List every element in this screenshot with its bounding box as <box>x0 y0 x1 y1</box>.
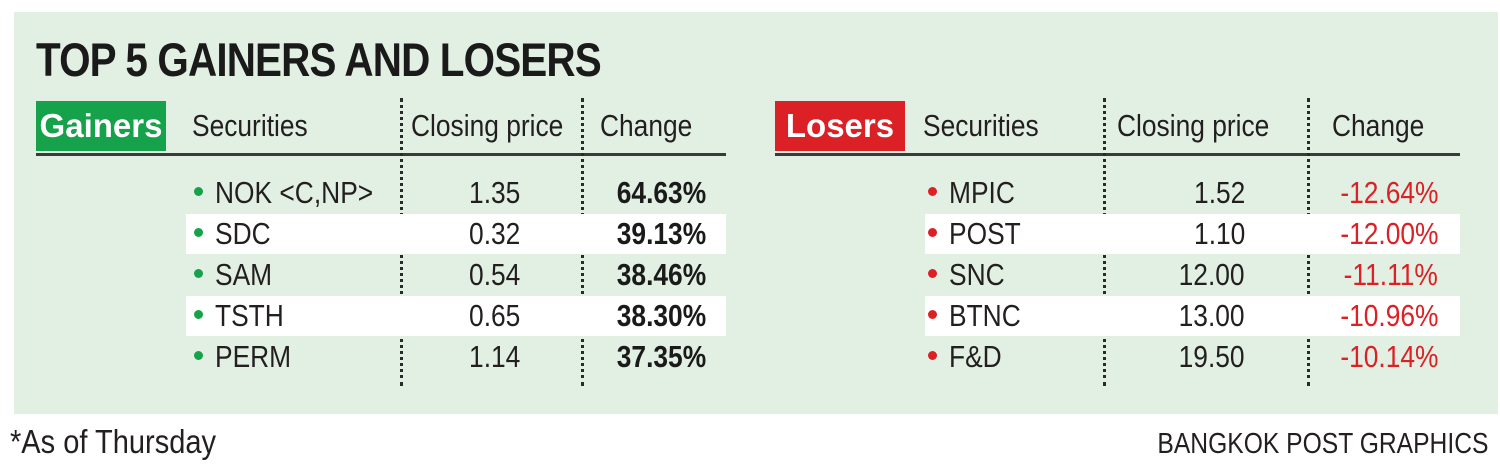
gainers-header-securities: Securities <box>192 108 308 143</box>
table-row: SNC 12.00 -11.11% <box>925 255 1460 295</box>
closing-price: 1.35 <box>468 175 520 210</box>
closing-price: 1.52 <box>1193 175 1245 210</box>
change-value: 64.63% <box>616 175 706 210</box>
table-row: NOK <C,NP> 1.35 64.63% <box>186 173 726 213</box>
bullet-icon <box>928 310 937 320</box>
bullet-icon <box>194 269 203 279</box>
security-name: POST <box>928 214 1033 254</box>
change-value: 37.35% <box>616 339 706 374</box>
table-row: TSTH 0.65 38.30% <box>186 296 726 336</box>
credit-line: BANGKOK POST GRAPHICS <box>1156 428 1488 460</box>
change-value: -10.14% <box>1339 339 1438 374</box>
bullet-icon <box>928 228 937 238</box>
bullet-icon <box>194 310 203 320</box>
losers-header-securities: Securities <box>923 108 1039 143</box>
table-row: BTNC 13.00 -10.96% <box>925 296 1460 336</box>
change-value: 39.13% <box>616 216 706 251</box>
gainers-badge: Gainers <box>36 101 166 151</box>
change-value: 38.30% <box>616 298 706 333</box>
closing-price: 19.50 <box>1179 339 1245 374</box>
security-name: TSTH <box>194 296 296 336</box>
gainers-header-change: Change <box>600 108 693 143</box>
gainers-header-closing-price: Closing price <box>411 108 564 143</box>
security-name: MPIC <box>928 173 1027 213</box>
bullet-icon <box>194 187 203 197</box>
closing-price: 1.10 <box>1193 216 1245 251</box>
closing-price: 12.00 <box>1179 257 1245 292</box>
security-name: SNC <box>928 255 1014 295</box>
table-row: SAM 0.54 38.46% <box>186 255 726 295</box>
security-name: F&D <box>928 337 1011 377</box>
table-row: POST 1.10 -12.00% <box>925 214 1460 254</box>
table-row: PERM 1.14 37.35% <box>186 337 726 377</box>
page-title: TOP 5 GAINERS AND LOSERS <box>36 33 602 86</box>
security-name: SDC <box>194 214 280 254</box>
closing-price: 0.65 <box>468 298 520 333</box>
background-panel <box>14 12 1498 414</box>
closing-price: 1.14 <box>468 339 520 374</box>
change-value: -11.11% <box>1343 257 1438 292</box>
bullet-icon <box>928 187 937 197</box>
gainers-table: Gainers Securities Closing price Change … <box>36 98 726 388</box>
change-value: 38.46% <box>616 257 706 292</box>
footnote: *As of Thursday <box>10 423 217 460</box>
losers-header-change: Change <box>1332 108 1425 143</box>
losers-badge: Losers <box>775 101 905 151</box>
table-row: F&D 19.50 -10.14% <box>925 337 1460 377</box>
change-value: -12.64% <box>1339 175 1438 210</box>
bullet-icon <box>928 269 937 279</box>
bullet-icon <box>194 351 203 361</box>
closing-price: 0.54 <box>468 257 520 292</box>
bullet-icon <box>928 351 937 361</box>
security-name: PERM <box>194 337 305 377</box>
gainers-header-rule <box>36 153 726 156</box>
losers-table: Losers Securities Closing price Change M… <box>775 98 1460 388</box>
closing-price: 13.00 <box>1179 298 1245 333</box>
change-value: -12.00% <box>1339 216 1438 251</box>
table-row: MPIC 1.52 -12.64% <box>925 173 1460 213</box>
change-value: -10.96% <box>1339 298 1438 333</box>
table-row: SDC 0.32 39.13% <box>186 214 726 254</box>
security-name: BTNC <box>928 296 1033 336</box>
losers-header-rule <box>775 153 1460 156</box>
bullet-icon <box>194 228 203 238</box>
losers-header-closing-price: Closing price <box>1117 108 1270 143</box>
security-name: SAM <box>194 255 282 295</box>
closing-price: 0.32 <box>468 216 520 251</box>
security-name: NOK <C,NP> <box>194 173 401 213</box>
